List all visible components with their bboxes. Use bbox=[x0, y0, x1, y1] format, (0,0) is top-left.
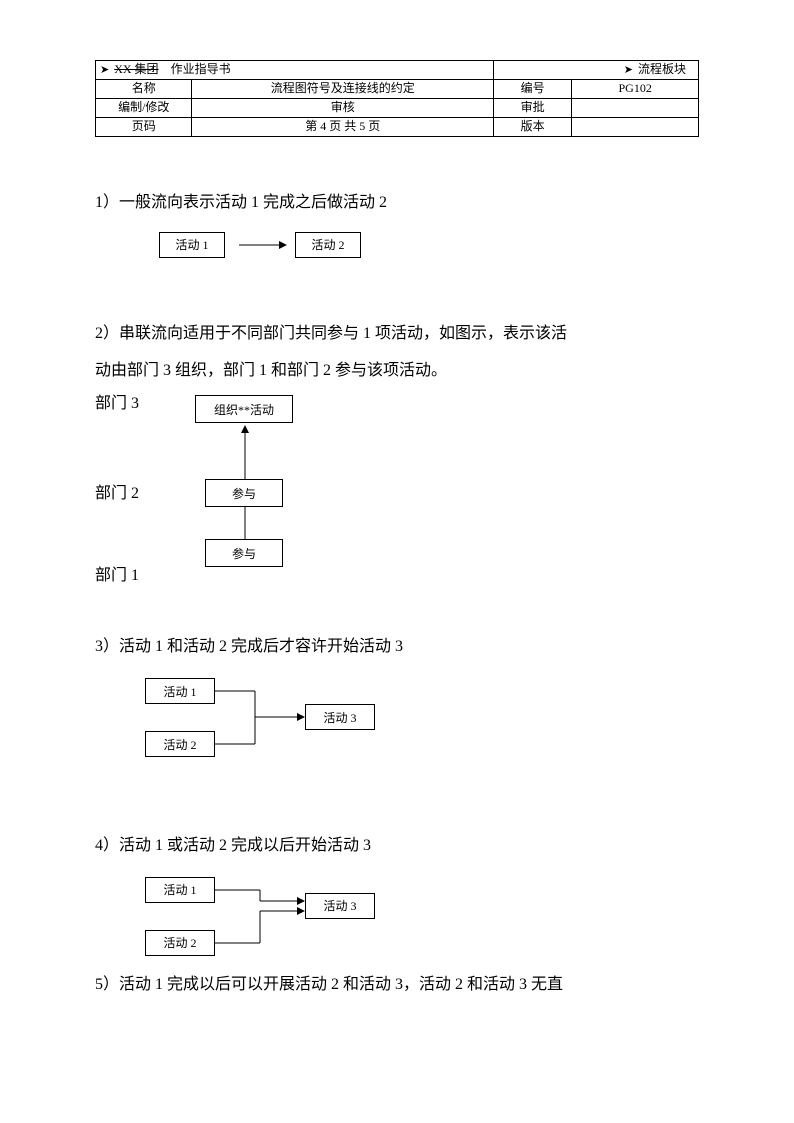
diagram-3: 活动 1 活动 2 活动 3 bbox=[95, 676, 699, 766]
d2-arrow-top bbox=[240, 423, 252, 481]
d4-box-3: 活动 3 bbox=[305, 893, 375, 919]
d4-box-1: 活动 1 bbox=[145, 877, 215, 903]
d3-connector bbox=[215, 676, 310, 761]
section-2-text-b: 动由部门 3 组织，部门 1 和部门 2 参与该项活动。 bbox=[95, 353, 699, 390]
d1-arrow bbox=[239, 238, 289, 252]
d3-box-3: 活动 3 bbox=[305, 704, 375, 730]
d3-box-1: 活动 1 bbox=[145, 678, 215, 704]
doc-type: 作业指导书 bbox=[171, 62, 231, 76]
cell-id-value: PG102 bbox=[572, 80, 699, 99]
section-5-text: 5）活动 1 完成以后可以开展活动 2 和活动 3，活动 2 和活动 3 无直 bbox=[95, 967, 699, 1004]
d2-dept2-label: 部门 2 bbox=[95, 479, 139, 503]
cell-name-label: 名称 bbox=[96, 80, 192, 99]
cell-id-label: 编号 bbox=[493, 80, 571, 99]
cell-version-value bbox=[572, 118, 699, 137]
d4-box-2: 活动 2 bbox=[145, 930, 215, 956]
pointer-icon: ➤ bbox=[100, 63, 109, 77]
section-2-text-a: 2）串联流向适用于不同部门共同参与 1 项活动，如图示，表示该活 bbox=[95, 316, 699, 353]
company-name: XX 集团 bbox=[114, 62, 158, 76]
header-top-left: ➤ XX 集团 作业指导书 bbox=[96, 61, 494, 80]
d1-box-1: 活动 1 bbox=[159, 232, 225, 258]
d2-dept1-label: 部门 1 bbox=[95, 561, 139, 585]
d2-line-mid bbox=[240, 507, 252, 541]
cell-title: 流程图符号及连接线的约定 bbox=[192, 80, 494, 99]
cell-approve-label: 审批 bbox=[493, 99, 571, 118]
section-4-text: 4）活动 1 或活动 2 完成以后开始活动 3 bbox=[95, 828, 699, 865]
d2-dept3-label: 部门 3 bbox=[95, 389, 139, 413]
module-label: 流程板块 bbox=[638, 62, 686, 76]
cell-review: 审核 bbox=[192, 99, 494, 118]
cell-edit-label: 编制/修改 bbox=[96, 99, 192, 118]
cell-version-label: 版本 bbox=[493, 118, 571, 137]
section-1-text: 1）一般流向表示活动 1 完成之后做活动 2 bbox=[95, 185, 699, 222]
section-3-text: 3）活动 1 和活动 2 完成后才容许开始活动 3 bbox=[95, 629, 699, 666]
d4-connector bbox=[215, 875, 310, 960]
pointer-icon: ➤ bbox=[624, 63, 633, 77]
diagram-4: 活动 1 活动 2 活动 3 bbox=[95, 875, 699, 965]
cell-page-value: 第 4 页 共 5 页 bbox=[192, 118, 494, 137]
d3-box-2: 活动 2 bbox=[145, 731, 215, 757]
diagram-1: 活动 1 活动 2 bbox=[95, 228, 699, 274]
d1-box-2: 活动 2 bbox=[295, 232, 361, 258]
cell-approve-value bbox=[572, 99, 699, 118]
cell-page-label: 页码 bbox=[96, 118, 192, 137]
diagram-2: 部门 3 部门 2 部门 1 组织**活动 参与 参与 bbox=[95, 389, 699, 589]
d2-box-top: 组织**活动 bbox=[195, 395, 293, 423]
d2-box-mid: 参与 bbox=[205, 479, 283, 507]
header-top-right: ➤ 流程板块 bbox=[493, 61, 698, 80]
d2-box-bot: 参与 bbox=[205, 539, 283, 567]
document-header-table: ➤ XX 集团 作业指导书 ➤ 流程板块 名称 流程图符号及连接线的约定 编号 … bbox=[95, 60, 699, 137]
